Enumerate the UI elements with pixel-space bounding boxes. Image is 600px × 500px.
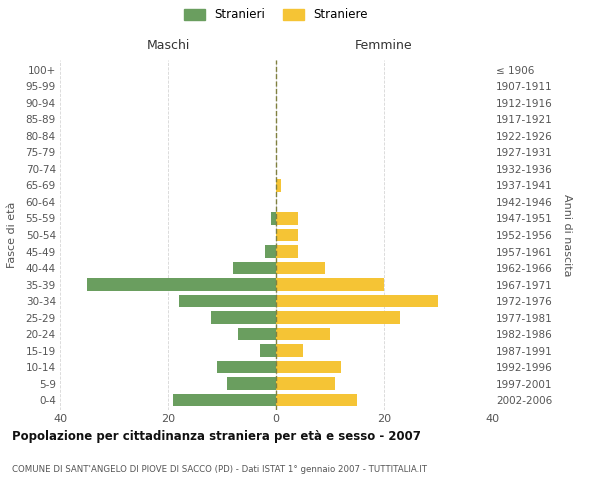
Bar xyxy=(211,312,276,324)
Bar xyxy=(276,229,298,241)
Bar xyxy=(276,378,335,390)
Text: COMUNE DI SANT'ANGELO DI PIOVE DI SACCO (PD) - Dati ISTAT 1° gennaio 2007 - TUTT: COMUNE DI SANT'ANGELO DI PIOVE DI SACCO … xyxy=(12,465,427,474)
Bar xyxy=(276,295,438,307)
Bar xyxy=(271,212,276,224)
Legend: Stranieri, Straniere: Stranieri, Straniere xyxy=(184,8,368,22)
Bar xyxy=(276,361,341,374)
Bar xyxy=(276,262,325,274)
Bar xyxy=(276,312,400,324)
Bar xyxy=(276,180,281,192)
Bar xyxy=(265,246,276,258)
Text: Femmine: Femmine xyxy=(355,38,413,52)
Y-axis label: Fasce di età: Fasce di età xyxy=(7,202,17,268)
Text: Popolazione per cittadinanza straniera per età e sesso - 2007: Popolazione per cittadinanza straniera p… xyxy=(12,430,421,443)
Bar xyxy=(276,344,303,357)
Bar xyxy=(233,262,276,274)
Bar xyxy=(227,378,276,390)
Bar xyxy=(217,361,276,374)
Bar xyxy=(276,328,330,340)
Bar xyxy=(276,246,298,258)
Bar xyxy=(276,394,357,406)
Y-axis label: Anni di nascita: Anni di nascita xyxy=(562,194,572,276)
Bar xyxy=(260,344,276,357)
Bar xyxy=(173,394,276,406)
Bar xyxy=(276,212,298,224)
Bar xyxy=(179,295,276,307)
Bar xyxy=(238,328,276,340)
Bar xyxy=(87,278,276,290)
Text: Maschi: Maschi xyxy=(146,38,190,52)
Bar xyxy=(276,278,384,290)
